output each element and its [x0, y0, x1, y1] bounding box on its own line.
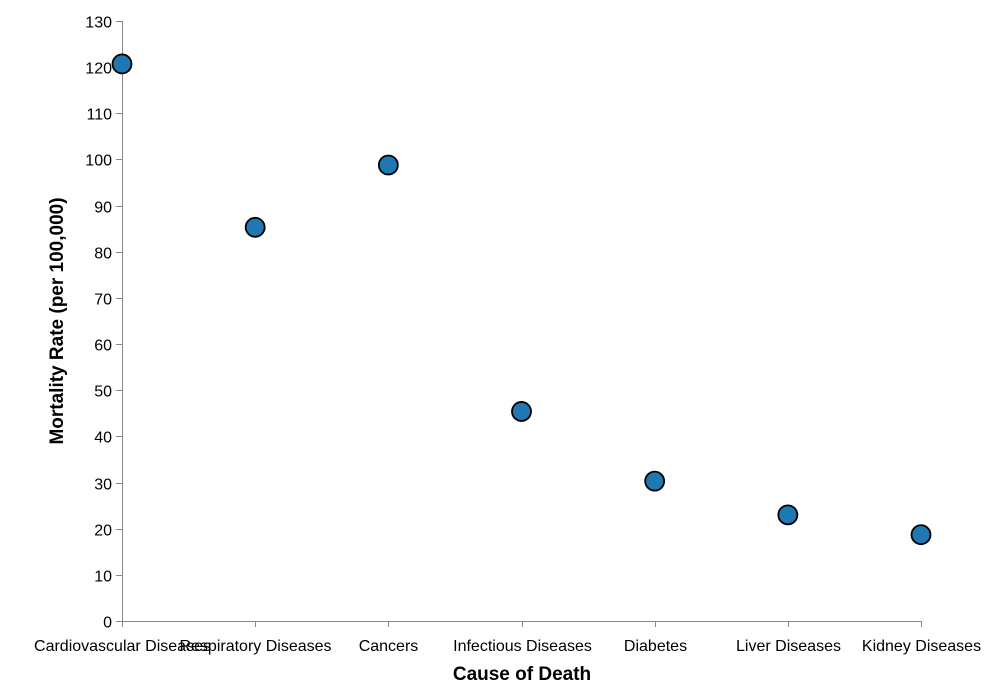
y-tick-label: 60: [94, 338, 112, 355]
data-point: [777, 504, 799, 526]
y-tick-label: 100: [85, 153, 112, 170]
y-tick-label: 130: [85, 15, 112, 32]
y-tick-label: 50: [94, 384, 112, 401]
data-point: [511, 401, 532, 422]
y-tick-label: 30: [94, 477, 112, 494]
x-tick-label: Respiratory Diseases: [179, 638, 331, 655]
data-points: [111, 53, 932, 546]
x-tick-label: Kidney Diseases: [862, 638, 981, 655]
x-tick-label: Infectious Diseases: [453, 638, 592, 655]
y-tick-label: 0: [103, 615, 112, 632]
x-axis-title: Cause of Death: [453, 664, 591, 685]
y-axis-title: Mortality Rate (per 100,000): [47, 197, 68, 444]
data-point: [377, 154, 399, 176]
y-tick-label: 40: [94, 430, 112, 447]
y-tick-label: 80: [94, 246, 112, 263]
y-tick-label: 70: [94, 292, 112, 309]
data-point: [644, 470, 666, 492]
data-point: [244, 216, 266, 238]
y-tick-label: 20: [94, 523, 112, 540]
x-tick-label: Cancers: [359, 638, 419, 655]
y-tick-label: 120: [85, 61, 112, 78]
data-point: [910, 524, 932, 546]
y-tick-label: 110: [86, 107, 112, 124]
y-tick-label: 90: [94, 200, 112, 217]
data-point: [111, 53, 133, 75]
y-tick-label: 10: [94, 569, 112, 586]
x-tick-label: Cardiovascular Diseases: [34, 638, 211, 655]
y-axis: 0 10 20 30 40 50 60 70 80 90 100 110 120 130: [85, 15, 123, 632]
x-tick-label: Liver Diseases: [736, 638, 841, 655]
x-tick-label: Diabetes: [624, 638, 687, 655]
